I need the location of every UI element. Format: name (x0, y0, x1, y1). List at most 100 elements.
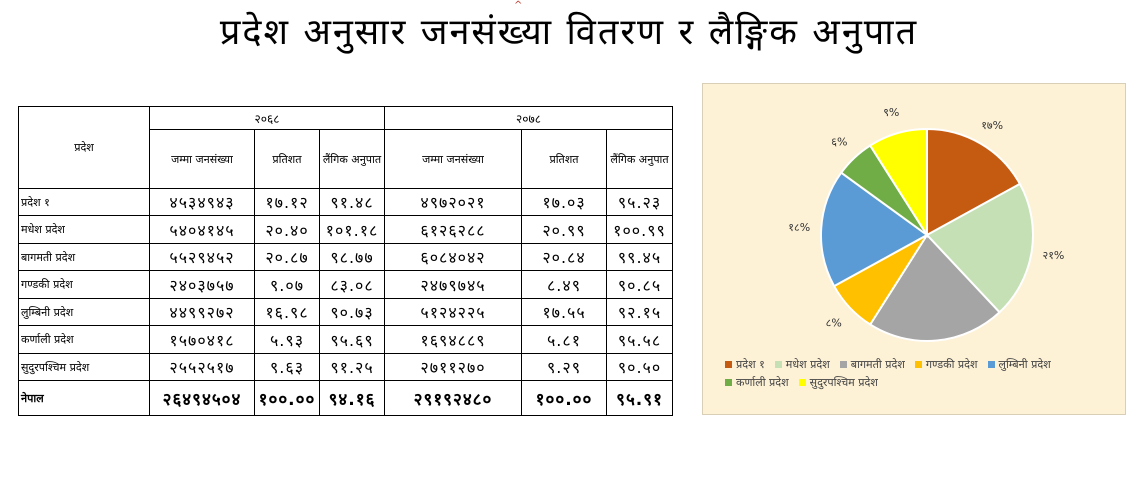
population-2068: १५७०४१८ (149, 325, 255, 354)
legend-swatch (725, 378, 732, 386)
sex-ratio-2078: ९०.८५ (606, 270, 674, 299)
total-sex-ratio-2068: ९४.१६ (318, 380, 386, 416)
population-table: प्रदेश २०६८ २०७८ जम्मा जनसंख्या प्रतिशत … (18, 106, 674, 416)
sex-ratio-2068: ९८.७७ (318, 242, 386, 272)
province-name: सुदुरपश्चिम प्रदेश (18, 352, 150, 382)
legend-item: प्रदेश १ (725, 355, 765, 373)
sex-ratio-2068: ९१.२५ (318, 352, 386, 382)
pie-data-label: १७% (981, 119, 1003, 132)
legend-swatch (798, 378, 806, 386)
percent-2068: २०.४० (254, 215, 320, 244)
sex-ratio-2078: ९२.१५ (606, 297, 674, 327)
population-2068: ५५२९४५२ (149, 242, 255, 272)
pie-data-label: १८% (788, 221, 810, 234)
sex-ratio-2078: ९५.२३ (606, 187, 674, 217)
percent-header-2078: प्रतिशत (521, 129, 608, 189)
population-2078: ६०८४०४२ (384, 242, 523, 272)
percent-2078: ५.८१ (521, 325, 608, 354)
pie-chart-panel: १७%२१%२१%८%१८%६%९% प्रदेश १मधेश प्रदेशबा… (702, 83, 1126, 415)
legend-label: प्रदेश १ (736, 357, 765, 371)
text-cursor-mark: ^ (514, 0, 523, 11)
pie-slice (868, 233, 1001, 342)
legend-item: गण्डकी प्रदेश (914, 355, 978, 373)
population-header-2078: जम्मा जनसंख्या (384, 129, 523, 189)
province-name: लुम्बिनी प्रदेश (18, 297, 150, 327)
population-2068: २५५२५१७ (149, 352, 255, 382)
province-name: मधेश प्रदेश (18, 215, 150, 244)
sex-ratio-2068: १०१.१८ (318, 215, 386, 244)
sex-ratio-2078: ९०.५० (606, 352, 674, 382)
table-row: लुम्बिनी प्रदेश ४४९९२७२ १६.९८ ९०.७३ ५१२४… (18, 297, 674, 327)
legend-item: लुम्बिनी प्रदेश (987, 355, 1051, 373)
total-name: नेपाल (18, 380, 150, 416)
percent-2078: १७.०३ (521, 187, 608, 217)
table-row: कर्णाली प्रदेश १५७०४१८ ५.९३ ९५.६९ १६९४८८… (18, 325, 674, 354)
pie-slice (926, 127, 1022, 237)
percent-2068: ९.६३ (254, 352, 320, 382)
legend-label: लुम्बिनी प्रदेश (998, 357, 1051, 371)
table-row: बागमती प्रदेश ५५२९४५२ २०.८७ ९८.७७ ६०८४०४… (18, 242, 674, 272)
legend-item: बागमती प्रदेश (839, 355, 905, 373)
total-population-2068: २६४९४५०४ (149, 380, 255, 416)
province-header: प्रदेश (18, 106, 150, 189)
table-total-row: नेपाल २६४९४५०४ १००.०० ९४.१६ २९१९२४८० १००… (18, 380, 674, 416)
percent-2078: ८.४९ (521, 270, 608, 299)
pie-chart: १७%२१%२१%८%१८%६%९% (788, 106, 1064, 342)
legend-swatch (914, 360, 922, 368)
chart-legend: प्रदेश १ मधेश प्रदेश बागमती प्रदेश गण्डकी प… (725, 355, 1125, 391)
legend-swatch (774, 360, 782, 368)
legend-label: बागमती प्रदेश (850, 357, 905, 371)
percent-2078: २०.९९ (521, 215, 608, 244)
population-2078: १६९४८८९ (384, 325, 523, 354)
population-2068: ४४९९२७२ (149, 297, 255, 327)
population-2068: ५४०४१४५ (149, 215, 255, 244)
sex-ratio-2078: १००.९९ (606, 215, 674, 244)
sex-ratio-2078: ९९.४५ (606, 242, 674, 272)
province-name: प्रदेश १ (18, 187, 150, 217)
percent-2068: १६.९८ (254, 297, 320, 327)
pie-data-label: ८% (826, 317, 842, 330)
percent-2078: २०.८४ (521, 242, 608, 272)
year-2068-header: २०६८ (148, 106, 386, 130)
table-row: सुदुरपश्चिम प्रदेश २५५२५१७ ९.६३ ९१.२५ २७… (18, 352, 674, 382)
population-2078: ६१२६२८८ (384, 215, 523, 244)
table-row: गण्डकी प्रदेश २४०३७५७ ९.०७ ८३.०८ २४७९७४५… (18, 270, 674, 299)
population-2078: २७११२७० (384, 352, 523, 382)
year-2078-header: २०७८ (384, 106, 674, 130)
percent-2068: ९.०७ (254, 270, 320, 299)
legend-swatch (987, 360, 995, 368)
sex-ratio-2078: ९५.५८ (606, 325, 674, 354)
sex-ratio-2068: ९१.४८ (318, 187, 386, 217)
table-row: प्रदेश १ ४५३४९४३ १७.१२ ९१.४८ ४९७२०२१ १७.… (18, 187, 674, 217)
legend-swatch (839, 360, 847, 368)
sex-ratio-header-2078: लैंगिक अनुपात (606, 129, 674, 189)
population-2078: २४७९७४५ (384, 270, 523, 299)
legend-label: मधेश प्रदेश (785, 357, 830, 371)
legend-swatch (725, 360, 732, 368)
percent-2068: ५.९३ (254, 325, 320, 354)
pie-slice (820, 171, 929, 288)
population-2068: २४०३७५७ (149, 270, 255, 299)
pie-slice (868, 127, 928, 239)
total-population-2078: २९१९२४८० (384, 380, 523, 416)
population-header-2068: जम्मा जनसंख्या (149, 129, 255, 189)
percent-header-2068: प्रतिशत (254, 129, 320, 189)
percent-2078: १७.५५ (521, 297, 608, 327)
percent-2068: १७.१२ (254, 187, 320, 217)
legend-label: कर्णाली प्रदेश (736, 375, 789, 389)
percent-2078: ९.२९ (521, 352, 608, 382)
legend-label: गण्डकी प्रदेश (925, 357, 978, 371)
pie-data-label: ९% (883, 106, 899, 119)
pie-data-label: ६% (831, 136, 847, 149)
legend-item: सुदुरपश्चिम प्रदेश (798, 373, 878, 391)
population-2078: ५१२४२२५ (384, 297, 523, 327)
province-name: कर्णाली प्रदेश (18, 325, 150, 354)
page-title: प्रदेश अनुसार जनसंख्या वितरण र लैङ्गिक अ… (219, 12, 919, 53)
total-percent-2078: १००.०० (521, 380, 608, 416)
legend-item: मधेश प्रदेश (774, 355, 830, 373)
province-name: गण्डकी प्रदेश (18, 270, 150, 299)
province-name: बागमती प्रदेश (18, 242, 150, 272)
sex-ratio-2068: ८३.०८ (318, 270, 386, 299)
total-percent-2068: १००.०० (254, 380, 320, 416)
sex-ratio-header-2068: लैंगिक अनुपात (318, 129, 386, 189)
